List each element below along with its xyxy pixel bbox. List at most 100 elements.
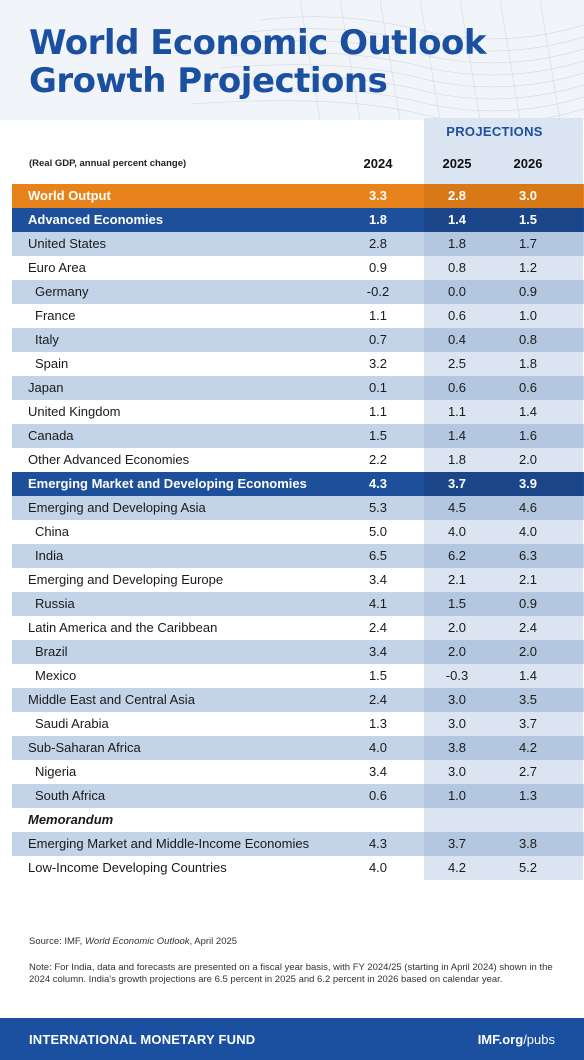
- table-row: Euro Area 0.9 0.8 1.2: [12, 256, 584, 280]
- value-2026: 0.9: [518, 284, 538, 299]
- value-2024: 0.1: [368, 380, 388, 395]
- row-label: United States: [28, 236, 107, 251]
- value-2026: 2.0: [518, 452, 538, 467]
- source-prefix: Source: IMF,: [29, 936, 85, 947]
- table-row: South Africa 0.6 1.0 1.3: [12, 784, 584, 808]
- value-2026: 4.6: [518, 500, 538, 515]
- value-2024: 1.5: [368, 668, 388, 683]
- value-2024: 0.7: [368, 332, 388, 347]
- source-title: World Economic Outlook: [84, 936, 190, 947]
- value-2026: 3.5: [518, 692, 538, 707]
- value-2025: 3.0: [447, 692, 467, 707]
- value-2026: 1.3: [518, 788, 538, 803]
- value-2024: 0.6: [368, 788, 388, 803]
- value-2025: 1.8: [447, 236, 467, 251]
- value-2025: 4.0: [447, 524, 467, 539]
- projection-cell-shade: [424, 280, 583, 304]
- table-row: Advanced Economies 1.8 1.4 1.5: [12, 208, 584, 232]
- value-2024: 4.3: [368, 476, 388, 491]
- row-label: Euro Area: [28, 260, 86, 275]
- row-label: Japan: [28, 380, 64, 395]
- projection-cell-shade: [424, 784, 583, 808]
- value-2024: 3.2: [368, 356, 388, 371]
- table-row: Sub-Saharan Africa 4.0 3.8 4.2: [12, 736, 584, 760]
- value-2024: 1.1: [368, 308, 388, 323]
- value-2026: 1.2: [518, 260, 538, 275]
- value-2025: 4.2: [447, 860, 467, 875]
- row-label: Emerging Market and Middle-Income Econom…: [28, 836, 310, 851]
- value-2026: 3.8: [518, 836, 538, 851]
- value-2024: 2.4: [368, 620, 388, 635]
- row-label: Emerging Market and Developing Economies: [28, 476, 307, 491]
- row-label: Emerging and Developing Asia: [28, 500, 206, 515]
- row-label: Other Advanced Economies: [28, 452, 190, 467]
- value-2024: 0.9: [368, 260, 388, 275]
- value-2024: 4.1: [368, 596, 388, 611]
- value-2025: 1.8: [447, 452, 467, 467]
- value-2024: 6.5: [368, 548, 388, 563]
- page-title: World Economic Outlook Growth Projection…: [29, 24, 486, 100]
- value-2026: 0.6: [518, 380, 538, 395]
- value-2026: 3.9: [518, 476, 538, 491]
- row-label: Emerging and Developing Europe: [28, 572, 224, 587]
- value-2024: 5.0: [368, 524, 388, 539]
- table-row: Spain 3.2 2.5 1.8: [12, 352, 584, 376]
- value-2025: 3.7: [447, 476, 467, 491]
- year-2024-header: 2024: [363, 156, 393, 171]
- table-row: Middle East and Central Asia 2.4 3.0 3.5: [12, 688, 584, 712]
- value-2025: 0.4: [447, 332, 467, 347]
- table-row: Emerging and Developing Europe 3.4 2.1 2.1: [12, 568, 584, 592]
- row-label: World Output: [28, 188, 111, 203]
- value-2026: 6.3: [518, 548, 538, 563]
- value-2025: 0.6: [447, 308, 467, 323]
- row-label: Sub-Saharan Africa: [28, 740, 141, 755]
- value-2024: 2.2: [368, 452, 388, 467]
- projection-cell-shade: [424, 184, 583, 208]
- value-2025: 3.7: [447, 836, 467, 851]
- table-row: Italy 0.7 0.4 0.8: [12, 328, 584, 352]
- value-2026: 0.8: [518, 332, 538, 347]
- projection-cell-shade: [424, 424, 583, 448]
- value-2026: 1.8: [518, 356, 538, 371]
- value-2026: 4.2: [518, 740, 538, 755]
- table-header: (Real GDP, annual percent change) 2024 2…: [0, 148, 584, 182]
- table-subtitle: (Real GDP, annual percent change): [29, 158, 187, 169]
- value-2025: 1.5: [447, 596, 467, 611]
- table-row: Latin America and the Caribbean 2.4 2.0 2.4: [12, 616, 584, 640]
- table-row: Nigeria 3.4 3.0 2.7: [12, 760, 584, 784]
- year-2025-header: 2025: [442, 156, 472, 171]
- value-2024: 3.4: [368, 764, 388, 779]
- value-2025: 2.5: [447, 356, 467, 371]
- value-2024: -0.2: [366, 284, 390, 299]
- table-row: China 5.0 4.0 4.0: [12, 520, 584, 544]
- value-2024: 2.4: [368, 692, 388, 707]
- value-2025: 1.4: [447, 212, 467, 227]
- row-label: South Africa: [35, 788, 106, 803]
- value-2025: 0.6: [447, 380, 467, 395]
- year-2026-header: 2026: [513, 156, 543, 171]
- footer-url-domain: IMF.org: [477, 1032, 524, 1047]
- table-row: United Kingdom 1.1 1.1 1.4: [12, 400, 584, 424]
- table-row: Brazil 3.4 2.0 2.0: [12, 640, 584, 664]
- value-2025: 1.4: [447, 428, 467, 443]
- growth-table: World Output 3.3 2.8 3.0 Advanced Economies 1…: [12, 184, 584, 880]
- value-2026: 0.9: [518, 596, 538, 611]
- value-2025: 2.8: [447, 188, 467, 203]
- projection-cell-shade: [424, 472, 583, 496]
- row-label: Spain: [35, 356, 69, 371]
- table-row: Memorandum: [12, 808, 584, 832]
- value-2026: 5.2: [518, 860, 538, 875]
- value-2025: 3.0: [447, 716, 467, 731]
- table-row: Low-Income Developing Countries 4.0 4.2 5.2: [12, 856, 584, 880]
- value-2025: 1.1: [447, 404, 467, 419]
- table-row: Saudi Arabia 1.3 3.0 3.7: [12, 712, 584, 736]
- value-2025: 1.0: [447, 788, 467, 803]
- source-suffix: , April 2025: [189, 936, 238, 947]
- title-line-2: Growth Projections: [29, 61, 388, 101]
- value-2024: 4.0: [368, 740, 388, 755]
- footer-link[interactable]: IMF.org/pubs: [478, 1032, 555, 1047]
- row-label: Mexico: [35, 668, 77, 683]
- projections-label: PROJECTIONS: [446, 124, 543, 139]
- table-row: Russia 4.1 1.5 0.9: [12, 592, 584, 616]
- footer-url-path: /pubs: [523, 1032, 555, 1047]
